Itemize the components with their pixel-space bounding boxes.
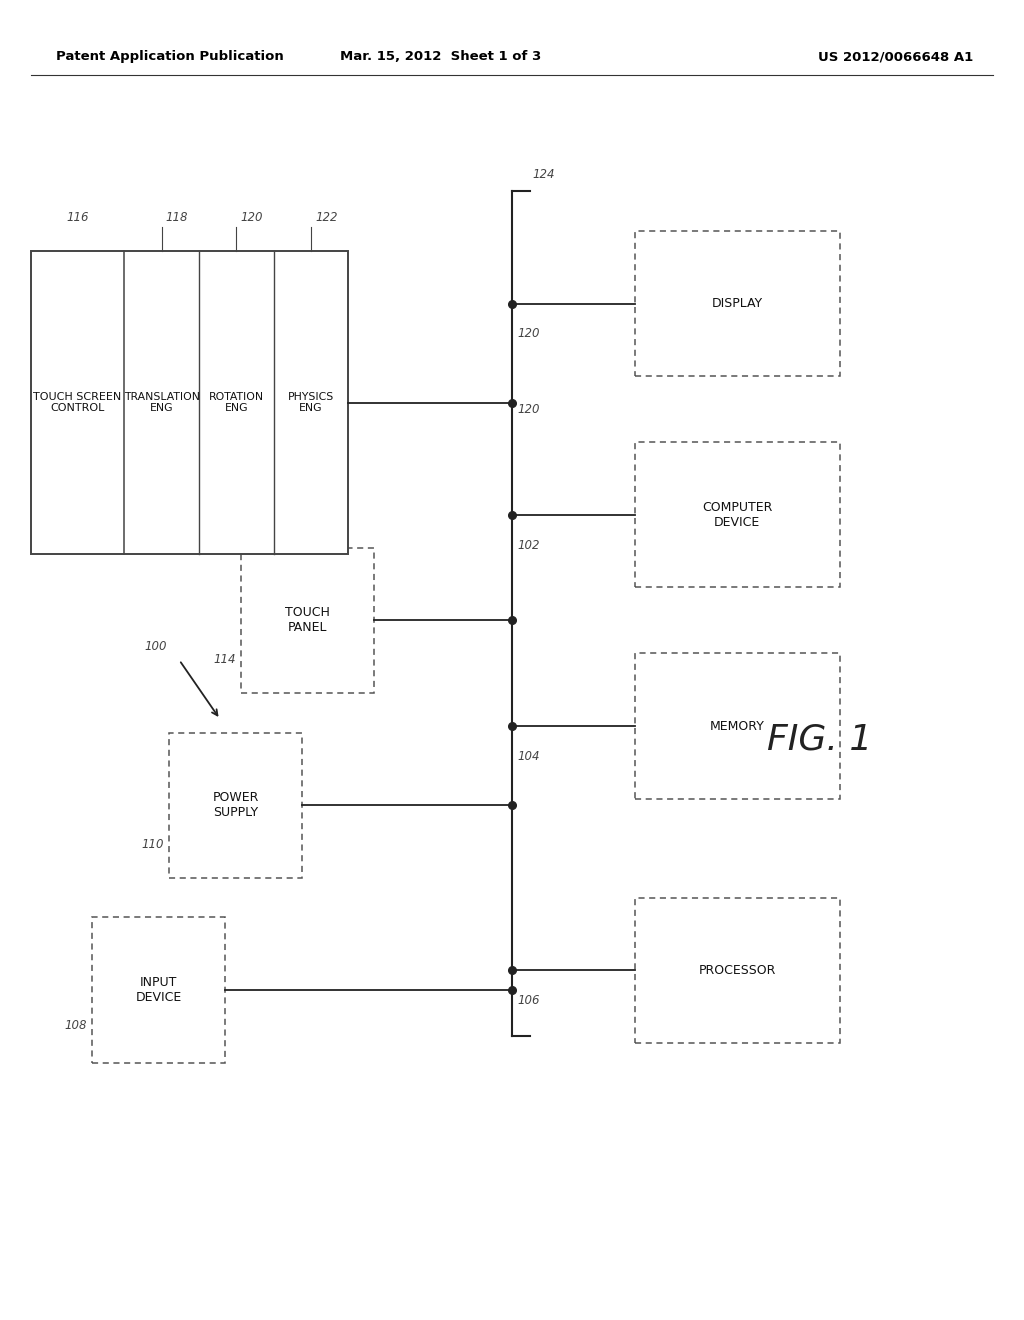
- Text: TOUCH
PANEL: TOUCH PANEL: [285, 606, 330, 635]
- Text: 120: 120: [241, 211, 263, 224]
- Text: POWER
SUPPLY: POWER SUPPLY: [212, 791, 259, 820]
- Text: 120: 120: [517, 327, 540, 341]
- Bar: [31, 251, 348, 554]
- Bar: [635, 653, 840, 799]
- Text: COMPUTER
DEVICE: COMPUTER DEVICE: [702, 500, 772, 529]
- Text: 108: 108: [65, 1019, 87, 1032]
- Bar: [635, 898, 840, 1043]
- Text: 116: 116: [67, 211, 89, 224]
- Text: 122: 122: [315, 211, 338, 224]
- Text: 120: 120: [517, 403, 540, 416]
- Text: Patent Application Publication: Patent Application Publication: [56, 50, 284, 63]
- Text: 124: 124: [532, 168, 555, 181]
- Bar: [241, 548, 374, 693]
- Text: 110: 110: [141, 838, 164, 851]
- Text: TOUCH SCREEN
CONTROL: TOUCH SCREEN CONTROL: [34, 392, 122, 413]
- Text: 118: 118: [166, 211, 188, 224]
- Text: 114: 114: [213, 653, 236, 667]
- Bar: [169, 733, 302, 878]
- Bar: [92, 917, 225, 1063]
- Text: PROCESSOR: PROCESSOR: [698, 964, 776, 977]
- Bar: [635, 442, 840, 587]
- Text: 102: 102: [517, 539, 540, 552]
- Text: 100: 100: [144, 640, 167, 653]
- Text: FIG. 1: FIG. 1: [767, 722, 871, 756]
- Text: PHYSICS
ENG: PHYSICS ENG: [288, 392, 334, 413]
- Bar: [635, 231, 840, 376]
- Text: 104: 104: [517, 750, 540, 763]
- Text: Mar. 15, 2012  Sheet 1 of 3: Mar. 15, 2012 Sheet 1 of 3: [340, 50, 541, 63]
- Text: MEMORY: MEMORY: [710, 719, 765, 733]
- Text: DISPLAY: DISPLAY: [712, 297, 763, 310]
- Text: TRANSLATION
ENG: TRANSLATION ENG: [124, 392, 200, 413]
- Text: US 2012/0066648 A1: US 2012/0066648 A1: [817, 50, 973, 63]
- Text: INPUT
DEVICE: INPUT DEVICE: [135, 975, 182, 1005]
- Text: ROTATION
ENG: ROTATION ENG: [209, 392, 264, 413]
- Text: 106: 106: [517, 994, 540, 1007]
